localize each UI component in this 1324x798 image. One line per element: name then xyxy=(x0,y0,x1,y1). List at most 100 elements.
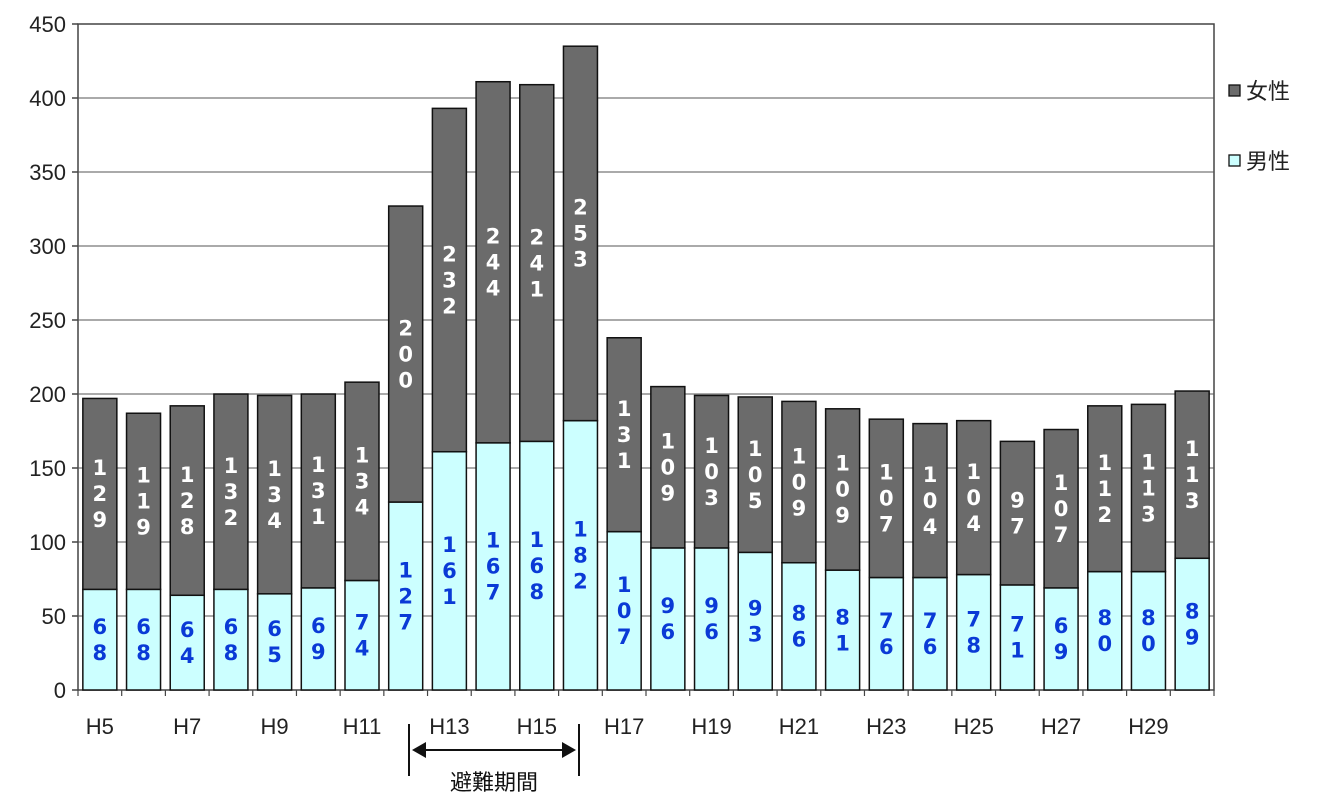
bar-female-H21 xyxy=(781,400,817,564)
bar-male-H15 xyxy=(519,440,555,691)
legend-label: 女性 xyxy=(1246,80,1290,105)
bar-male-H30 xyxy=(1174,557,1210,691)
bar-male-H8 xyxy=(213,588,249,691)
annotation-arrow-right-head xyxy=(562,742,576,758)
bar-male-H5 xyxy=(82,588,118,691)
y-tick-label: 150 xyxy=(29,456,66,481)
bar-male-H27 xyxy=(1043,587,1079,691)
legend-swatch xyxy=(1228,154,1241,167)
y-axis: 0 50 100 150 200 250 300 350 400 450 xyxy=(29,12,78,703)
bar-female-H14 xyxy=(475,80,511,444)
bar-male-H24 xyxy=(912,576,948,691)
x-tick-label: H13 xyxy=(429,714,469,739)
bar-female-H13 xyxy=(431,107,468,453)
x-tick-label: H25 xyxy=(954,714,994,739)
bar-male-H20 xyxy=(737,551,773,691)
annotation-arrow-left-head xyxy=(412,742,426,758)
bar-male-H22 xyxy=(824,569,861,691)
bar-female-H20 xyxy=(737,396,773,554)
bar-male-H17 xyxy=(606,530,642,691)
bar-female-H28 xyxy=(1087,405,1123,573)
x-axis: H5 H7 H9 H11 H13 H15 H17 H19 H21 H23 H25 H27 H29 xyxy=(77,690,1215,739)
bar-female-H24 xyxy=(912,422,948,579)
bar-female-H25 xyxy=(955,419,992,576)
y-tick-label: 450 xyxy=(29,12,66,37)
bar-female-H29 xyxy=(1130,403,1167,573)
y-tick-label: 100 xyxy=(29,530,66,555)
bar-female-H30 xyxy=(1174,390,1210,560)
bar-male-H28 xyxy=(1087,570,1123,691)
y-tick-label: 300 xyxy=(29,234,66,259)
x-tick-label: H19 xyxy=(691,714,731,739)
x-tick-label: H15 xyxy=(517,714,557,739)
y-tick-label: 350 xyxy=(29,160,66,185)
evacuation-period-annotation: 避難期間 xyxy=(408,724,580,796)
x-tick-label: H21 xyxy=(779,714,819,739)
bar-male-H9 xyxy=(256,593,293,691)
bar-male-H13 xyxy=(431,450,468,691)
bar-female-H5 xyxy=(82,397,118,591)
bar-male-H10 xyxy=(300,587,337,691)
bar-female-H22 xyxy=(824,408,861,571)
bar-male-H21 xyxy=(781,561,817,691)
y-tick-label: 400 xyxy=(29,86,66,111)
bar-female-H17 xyxy=(606,337,642,533)
bar-female-H7 xyxy=(169,405,205,597)
bar-male-H14 xyxy=(475,442,511,691)
bar-female-H27 xyxy=(1043,428,1079,589)
bar-female-H10 xyxy=(300,393,337,589)
x-tick-label: H29 xyxy=(1128,714,1168,739)
y-tick-label: 50 xyxy=(42,604,66,629)
y-tick-label: 0 xyxy=(54,678,66,703)
bar-male-H25 xyxy=(955,573,992,691)
bar-female-H26 xyxy=(999,440,1036,586)
bar-male-H19 xyxy=(693,547,730,691)
x-tick-label: H11 xyxy=(343,714,382,739)
bar-male-H11 xyxy=(344,579,380,691)
bar-male-H7 xyxy=(169,594,205,691)
legend-label: 男性 xyxy=(1246,150,1290,175)
annotation-label: 避難期間 xyxy=(450,771,538,796)
bar-male-H26 xyxy=(999,584,1036,691)
